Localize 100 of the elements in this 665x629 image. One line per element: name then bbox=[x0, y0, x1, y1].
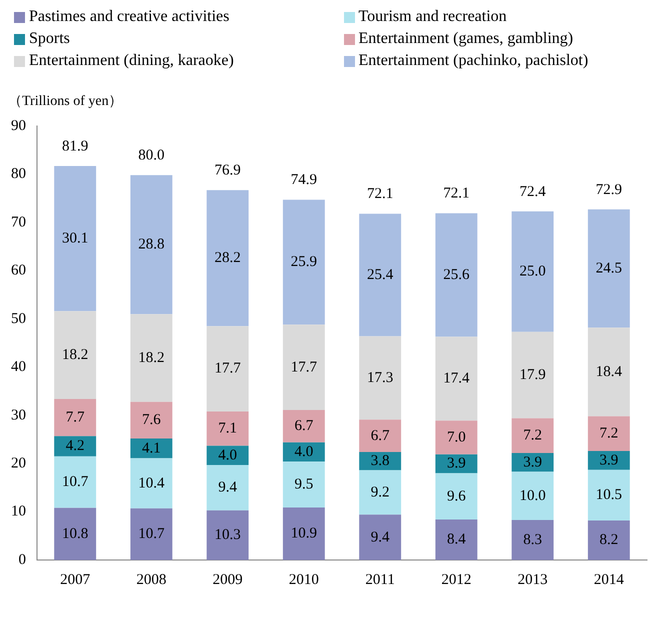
bar bbox=[435, 420, 478, 454]
total-label: 81.9 bbox=[62, 138, 88, 154]
bar bbox=[206, 411, 249, 446]
x-tick-label: 2011 bbox=[365, 572, 395, 588]
bar bbox=[435, 336, 478, 421]
bar bbox=[54, 398, 96, 436]
data-label: 10.5 bbox=[596, 487, 622, 504]
bar bbox=[282, 462, 325, 508]
data-label: 25.9 bbox=[290, 254, 317, 270]
bar bbox=[54, 311, 96, 399]
total-label: 76.9 bbox=[214, 162, 241, 179]
bar bbox=[282, 410, 325, 442]
data-label: 30.1 bbox=[62, 230, 88, 247]
bar bbox=[206, 190, 249, 326]
data-label: 17.7 bbox=[214, 360, 242, 377]
data-label: 6.7 bbox=[370, 428, 390, 444]
data-label: 3.9 bbox=[447, 456, 466, 472]
bar bbox=[206, 446, 249, 465]
bar bbox=[512, 472, 554, 520]
data-label: 7.2 bbox=[523, 428, 542, 444]
data-label: 17.3 bbox=[367, 370, 394, 386]
total-label: 72.9 bbox=[596, 182, 622, 198]
legend-label: Tourism and recreation bbox=[358, 8, 507, 26]
data-label: 9.4 bbox=[370, 529, 390, 546]
data-label: 10.3 bbox=[214, 527, 241, 544]
bar bbox=[435, 519, 478, 560]
y-tick-label: 10 bbox=[11, 504, 26, 520]
data-label: 25.0 bbox=[520, 264, 546, 280]
data-label: 18.2 bbox=[62, 346, 88, 363]
data-label: 28.2 bbox=[214, 250, 241, 266]
data-label: 10.9 bbox=[290, 526, 317, 542]
y-tick-label: 40 bbox=[11, 359, 26, 376]
data-label: 18.4 bbox=[596, 364, 622, 380]
total-label: 80.0 bbox=[138, 148, 164, 164]
bar bbox=[588, 328, 630, 416]
data-label: 7.2 bbox=[600, 426, 618, 442]
data-label: 3.9 bbox=[523, 454, 542, 470]
y-tick-label: 90 bbox=[11, 118, 26, 134]
bar bbox=[282, 507, 325, 560]
data-label: 7.1 bbox=[218, 420, 237, 437]
bar bbox=[54, 456, 96, 508]
data-label: 17.9 bbox=[520, 367, 546, 384]
data-label: 3.8 bbox=[370, 453, 390, 470]
bar bbox=[282, 442, 325, 462]
bar bbox=[282, 324, 325, 410]
y-tick-label: 80 bbox=[11, 166, 26, 182]
bar bbox=[588, 451, 630, 470]
bar bbox=[588, 520, 630, 560]
data-label: 10.0 bbox=[520, 488, 546, 504]
bar bbox=[512, 332, 554, 418]
bar bbox=[130, 458, 172, 508]
bar bbox=[435, 473, 478, 520]
bar bbox=[512, 452, 554, 472]
bar bbox=[206, 465, 249, 510]
total-label: 74.9 bbox=[290, 172, 317, 188]
legend-label: Entertainment (dining, karaoke) bbox=[29, 52, 234, 70]
x-tick-label: 2014 bbox=[594, 572, 624, 588]
bar bbox=[359, 420, 402, 452]
bar bbox=[130, 175, 172, 314]
data-label: 7.6 bbox=[142, 412, 162, 428]
data-label: 18.2 bbox=[138, 350, 164, 366]
y-axis-title: （Trillions of yen） bbox=[8, 93, 124, 110]
bar bbox=[130, 438, 172, 458]
legend-label: Sports bbox=[29, 30, 70, 48]
x-tick-label: 2008 bbox=[136, 572, 166, 588]
bar bbox=[130, 508, 172, 560]
data-label: 4.2 bbox=[66, 438, 84, 454]
data-label: 17.7 bbox=[290, 359, 318, 376]
x-tick-label: 2009 bbox=[212, 572, 243, 588]
bar bbox=[512, 211, 554, 332]
x-tick-label: 2012 bbox=[441, 572, 472, 588]
bar bbox=[435, 213, 478, 337]
bar bbox=[359, 470, 402, 515]
legend-label: Pastimes and creative activities bbox=[29, 8, 230, 26]
bar bbox=[512, 520, 554, 560]
bar bbox=[588, 470, 630, 520]
y-tick-label: 0 bbox=[18, 552, 26, 568]
bar bbox=[54, 166, 96, 312]
data-label: 8.4 bbox=[447, 532, 466, 548]
bar bbox=[206, 510, 249, 560]
data-label: 4.0 bbox=[218, 447, 237, 464]
bar bbox=[282, 200, 325, 325]
total-label: 72.1 bbox=[367, 186, 394, 202]
data-label: 6.7 bbox=[294, 418, 314, 434]
data-label: 4.1 bbox=[142, 440, 161, 456]
bar bbox=[359, 452, 402, 470]
data-label: 10.4 bbox=[138, 475, 165, 492]
data-label: 9.2 bbox=[370, 484, 390, 500]
data-label: 25.4 bbox=[367, 266, 394, 283]
bar bbox=[130, 314, 172, 402]
data-label: 7.7 bbox=[66, 409, 85, 426]
x-tick-label: 2010 bbox=[288, 572, 319, 588]
bar bbox=[54, 508, 96, 560]
y-tick-label: 60 bbox=[11, 262, 26, 279]
legend-label: Entertainment (pachinko, pachislot) bbox=[358, 52, 588, 70]
y-tick-label: 50 bbox=[11, 310, 26, 327]
total-label: 72.1 bbox=[443, 186, 470, 202]
data-label: 8.2 bbox=[600, 532, 618, 548]
data-label: 17.4 bbox=[443, 370, 470, 387]
data-label: 28.8 bbox=[138, 236, 164, 253]
